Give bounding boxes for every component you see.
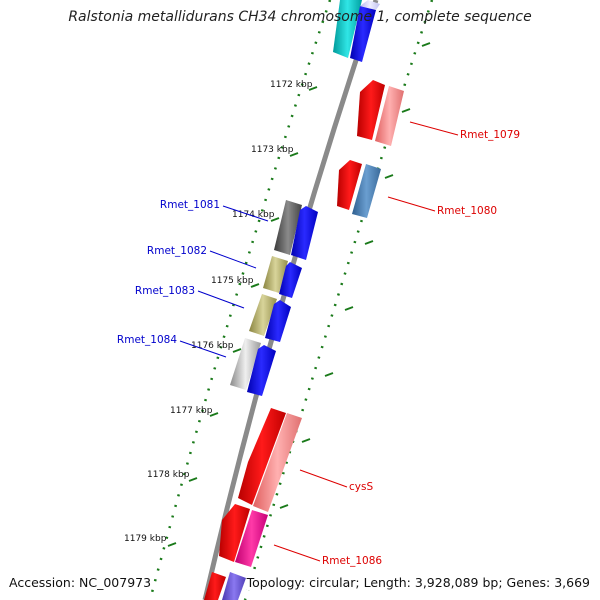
gene-rmet-1082-blue[interactable] <box>279 262 302 298</box>
gene-label-rmet-1083: Rmet_1083 <box>135 285 195 297</box>
gene-top-lavender[interactable] <box>360 0 380 10</box>
inner-ring-dotted <box>243 0 434 600</box>
leader-lines <box>179 121 459 562</box>
map-title: Ralstonia metallidurans CH34 chromosome … <box>68 9 532 25</box>
gene-rmet-1081-gray[interactable] <box>274 200 302 255</box>
gene-rmet-1080-red[interactable] <box>337 160 362 210</box>
gene-rmet-1081-blue[interactable] <box>291 206 318 260</box>
gene-rmet-1080-steel[interactable] <box>352 164 381 218</box>
outer-ring-dotted <box>148 0 332 600</box>
gene-rmet-1084-lightgray[interactable] <box>230 338 261 390</box>
gene-rmet-1083-blue[interactable] <box>265 300 291 342</box>
gene-label-rmet-1084: Rmet_1084 <box>117 334 177 346</box>
gene-bottom-red[interactable] <box>204 572 226 600</box>
gene-top-cyan[interactable] <box>333 0 362 58</box>
gene-top-blue[interactable] <box>350 6 376 62</box>
gene-rmet-1079-pink[interactable] <box>375 86 404 146</box>
tick-label-1178: 1178 kbp <box>147 470 190 480</box>
chromosome-backbone <box>202 0 379 600</box>
gene-label-rmet-1086: Rmet_1086 <box>322 555 382 567</box>
topology-text: Topology: circular; Length: 3,928,089 bp… <box>246 575 590 590</box>
gene-rmet-1086-magenta[interactable] <box>235 510 268 567</box>
tick-label-1177: 1177 kbp <box>170 406 213 416</box>
tick-label-1176: 1176 kbp <box>191 341 234 351</box>
tick-labels: 1172 kbp 1173 kbp 1174 kbp 1175 kbp 1176… <box>124 80 313 544</box>
tick-label-1174: 1174 kbp <box>232 210 275 220</box>
outer-tick-marks <box>167 86 318 547</box>
accession-text: Accession: NC_007973 <box>9 575 152 590</box>
gene-label-rmet-1079: Rmet_1079 <box>460 129 520 141</box>
gene-rmet-1084-blue[interactable] <box>247 345 276 396</box>
tick-label-1175: 1175 kbp <box>211 276 254 286</box>
tick-label-1173: 1173 kbp <box>251 145 294 155</box>
gene-label-rmet-1082: Rmet_1082 <box>147 245 207 257</box>
gene-rmet-1082-olive[interactable] <box>263 256 288 293</box>
gene-label-cyss: cysS <box>349 481 373 493</box>
gene-rmet-1086-red[interactable] <box>219 504 250 562</box>
inner-tick-marks <box>279 42 431 509</box>
gene-cyss-pink[interactable] <box>253 413 302 512</box>
tick-label-1179: 1179 kbp <box>124 534 167 544</box>
gene-bottom-violet[interactable] <box>222 572 246 600</box>
gene-rmet-1079-red[interactable] <box>357 80 385 140</box>
gene-rmet-1083-olive[interactable] <box>249 294 277 336</box>
tick-label-1172: 1172 kbp <box>270 80 313 90</box>
gene-cyss-red[interactable] <box>238 408 286 505</box>
gene-label-rmet-1080: Rmet_1080 <box>437 205 497 217</box>
gene-label-rmet-1081: Rmet_1081 <box>160 199 220 211</box>
gene-labels: Rmet_1079 Rmet_1080 Rmet_1081 Rmet_1082 … <box>117 129 520 567</box>
